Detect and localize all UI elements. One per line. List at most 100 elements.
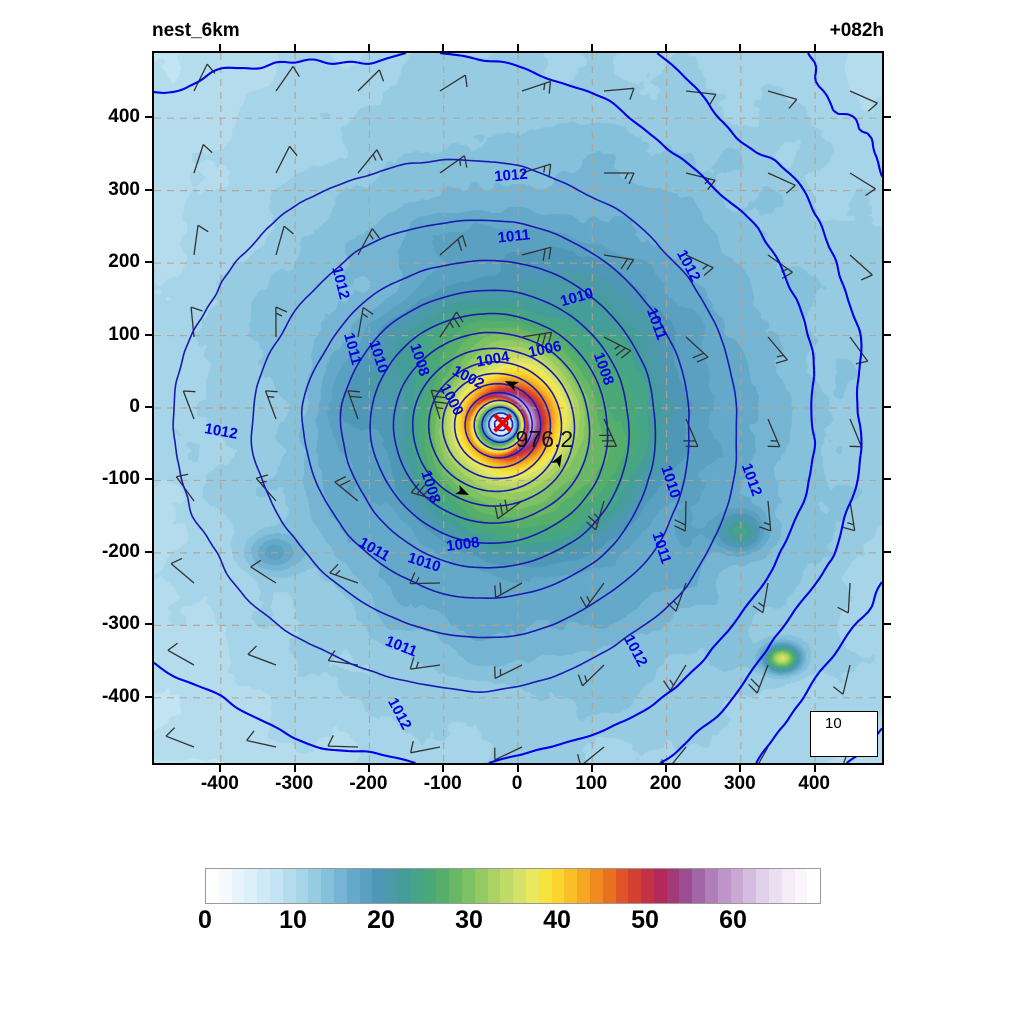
wind-barb (275, 66, 300, 92)
colorbar-swatch (449, 869, 462, 903)
isobar-label: 1008 (590, 350, 617, 387)
forecast-hour-title: +082h (829, 20, 884, 41)
wind-barb (409, 740, 441, 754)
isobar-label: 1011 (356, 534, 393, 565)
colorbar-swatch (308, 869, 322, 903)
isobar-label: 1010 (558, 285, 595, 311)
wind-barb (603, 87, 635, 100)
y-tick-label: -100 (101, 468, 140, 490)
wind-barb (604, 172, 635, 185)
isobar-1010 (154, 53, 817, 763)
colorbar-swatch (333, 869, 347, 903)
svg-text:1012: 1012 (328, 265, 353, 301)
colorbar-swatch (397, 869, 411, 903)
y-tick-label: 100 (108, 323, 140, 345)
wind-barb (357, 149, 383, 174)
wind-barb (752, 582, 769, 614)
isobar-994 (427, 361, 563, 493)
y-tick-mark-right (884, 188, 891, 191)
colorbar-tick-label: 30 (455, 906, 483, 934)
wind-barb (837, 582, 851, 614)
colorbar-swatch (564, 869, 578, 903)
svg-text:1000: 1000 (436, 381, 467, 418)
colorbar-swatch (269, 869, 283, 903)
wind-barb (767, 336, 788, 364)
y-tick-label: 300 (108, 178, 140, 200)
colorbar-swatch (500, 869, 514, 903)
x-tick-mark-top (367, 44, 370, 51)
wind-barb (767, 90, 798, 109)
wind-barb-legend-value: 10 (825, 715, 842, 732)
svg-text:1008: 1008 (445, 534, 480, 555)
x-tick-label: -200 (349, 773, 388, 794)
wind-barb (663, 664, 687, 691)
colorbar-gradient (206, 869, 821, 903)
y-tick-mark-right (884, 623, 891, 626)
x-tick-mark-top (665, 44, 668, 51)
isobar-label: 1008 (445, 534, 480, 555)
x-tick-mark (665, 765, 668, 772)
y-tick-mark (145, 550, 152, 553)
colorbar-swatch (461, 869, 475, 903)
wind-barb (767, 172, 796, 194)
x-tick-mark (367, 765, 370, 772)
wind-barb (334, 476, 359, 502)
x-tick-mark (219, 765, 222, 772)
colorbar-swatch (717, 869, 731, 903)
isobar-988 (464, 391, 533, 459)
colorbar-swatch (321, 869, 334, 903)
isobar-label: 1012 (673, 247, 704, 284)
svg-text:1010: 1010 (406, 549, 443, 575)
x-tick-mark-top (516, 44, 519, 51)
isobar-986 (473, 399, 526, 451)
x-tick-label: -300 (275, 773, 314, 794)
isobar-980 (493, 417, 509, 432)
wind-barb (439, 74, 468, 92)
isobar-label: 1012 (494, 166, 529, 186)
colorbar-tick-label: 50 (631, 906, 659, 934)
colorbar-tick-label: 40 (543, 906, 571, 934)
svg-text:1011: 1011 (340, 331, 365, 367)
y-tick-mark (145, 116, 152, 119)
isobar-992 (441, 372, 552, 480)
svg-text:1011: 1011 (497, 226, 531, 246)
colorbar-swatch (423, 869, 437, 903)
wind-barb (842, 500, 856, 532)
isobar-label: 1012 (328, 265, 353, 301)
wind-barb (246, 730, 277, 748)
colorbar-swatch (769, 869, 782, 903)
wind-barb (409, 657, 441, 670)
wind-barb (430, 389, 447, 420)
wind-barb (357, 69, 385, 92)
colorbar-swatch (244, 869, 258, 903)
wind-barb (521, 246, 552, 261)
isobar-label: 1010 (365, 338, 391, 375)
min-pressure-label: 976.2 (515, 425, 574, 452)
isobar-1006 (250, 219, 690, 639)
wind-barb (685, 254, 714, 276)
isobar-1002 (339, 289, 630, 569)
y-tick-label: 200 (108, 251, 140, 273)
colorbar-swatch (346, 869, 360, 903)
wind-barb (165, 727, 195, 748)
isobar-1012 (755, 53, 882, 763)
isobar-label: 1011 (648, 530, 674, 566)
colorbar-swatch (628, 869, 642, 903)
isobar-label: 1006 (527, 338, 563, 362)
wind-barb (275, 145, 298, 174)
svg-text:1006: 1006 (527, 338, 563, 362)
x-tick-label: 200 (649, 773, 682, 794)
wind-barb-legend-glyph (811, 712, 884, 765)
flow-arrow (551, 454, 562, 468)
wind-barb (170, 557, 195, 584)
wind-barb (849, 90, 878, 112)
colorbar (205, 868, 821, 904)
x-tick-mark (516, 765, 519, 772)
wind-barb (577, 664, 605, 687)
svg-text:1012: 1012 (203, 420, 239, 443)
colorbar-swatch (206, 869, 219, 903)
wind-barb (599, 418, 618, 447)
svg-text:1011: 1011 (383, 633, 420, 661)
wind-barb (275, 306, 288, 338)
